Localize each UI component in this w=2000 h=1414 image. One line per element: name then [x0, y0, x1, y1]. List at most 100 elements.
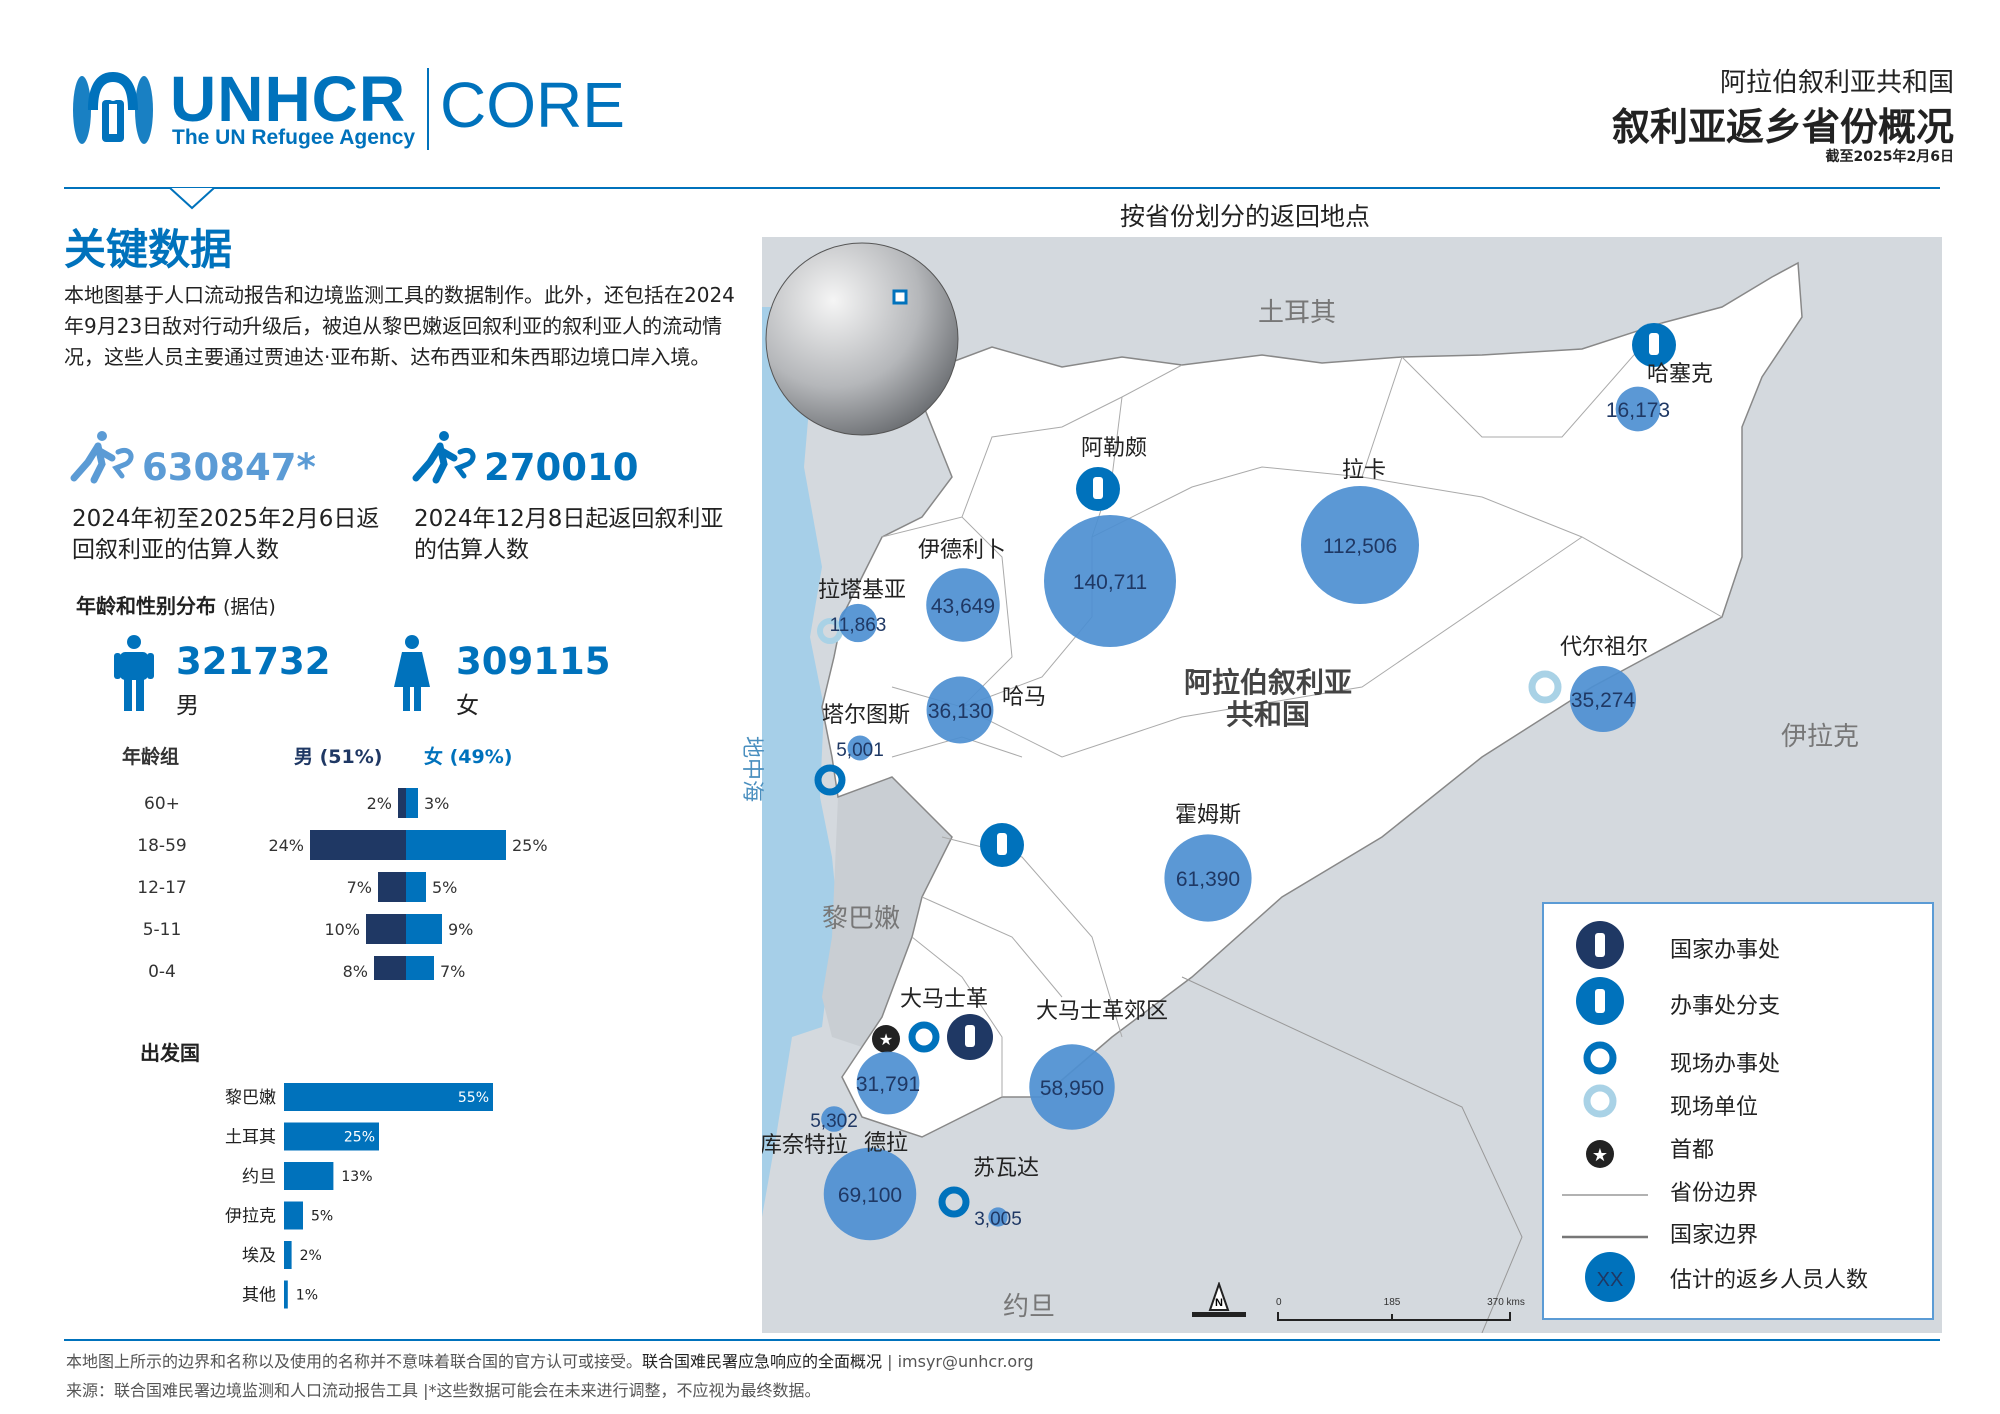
bubble-value-label: 61,390: [1176, 868, 1240, 891]
label-syria-line1: 阿拉伯叙利亚: [1183, 666, 1352, 699]
province-name-label: 大马士革: [900, 987, 988, 1012]
province-name-label: 苏瓦达: [973, 1156, 1039, 1181]
lebanon-land: [822, 777, 952, 1047]
female-pct-label: 3%: [424, 794, 449, 813]
age-group-label: 12-17: [137, 878, 186, 898]
legend-returnee-bubble-icon: [1585, 1252, 1635, 1302]
male-bar: [310, 830, 406, 860]
bubble-value-label: 43,649: [931, 595, 995, 618]
female-icon: [394, 635, 430, 711]
footer-overview-link[interactable]: 联合国难民署应急响应的全面概况: [642, 1352, 883, 1371]
scale-label-185: 185: [1384, 1297, 1401, 1308]
legend-capital-glyph: ★: [1592, 1145, 1608, 1166]
female-pct-label: 5%: [432, 878, 457, 897]
legend-field-unit: 现场单位: [1670, 1095, 1759, 1120]
age-group-label: 60+: [144, 794, 180, 814]
footer-disclaimer: 本地图上所示的边界和名称以及使用的名称并不意味着联合国的官方认可或接受。联合国难…: [66, 1348, 1034, 1372]
returnee-bubble: [1300, 485, 1420, 605]
bubble-value-label: 16,173: [1606, 399, 1670, 422]
age-pyramid-chart: 60+ 2% 3% 18-59 24% 25% 12-17 7% 5% 5-11 10% 9% 0-4 8…: [137, 788, 548, 980]
origin-country-label: 约旦: [242, 1167, 276, 1187]
north-arrow-icon: N: [1192, 1282, 1246, 1317]
legend-sub-office-glyph: [1595, 989, 1605, 1013]
legend-province-border: 省份边界: [1670, 1181, 1759, 1206]
province-name-label: 德拉: [864, 1131, 908, 1156]
bubble-value-label: 5,001: [836, 740, 884, 761]
origin-bar: [284, 1241, 292, 1269]
footer-email[interactable]: | imsyr@unhcr.org: [882, 1352, 1034, 1371]
field-unit-deir-icon: [1528, 670, 1562, 704]
stat2-label: 2024年12月8日起返回叙利亚的估算人数: [414, 506, 724, 563]
syria-land: [821, 261, 1803, 1138]
origin-country-label: 埃及: [242, 1246, 276, 1266]
bubble-value-label: 31,791: [856, 1073, 920, 1096]
locator-globe: [765, 242, 959, 436]
legend-returnee-symbol: XX: [1597, 1269, 1624, 1291]
logo-subtitle: The UN Refugee Agency: [172, 126, 416, 149]
field-office-suwayda-icon: [938, 1186, 970, 1218]
bubble-value-label: 140,711: [1073, 571, 1147, 594]
returnee-bubble: [988, 1207, 1008, 1227]
age-group-header: 年龄组: [122, 746, 180, 768]
key-data-title: 关键数据: [64, 225, 233, 274]
bubble-value-label: 5,302: [810, 1111, 858, 1132]
label-jordan: 约旦: [1003, 1292, 1056, 1322]
female-bar: [406, 872, 426, 902]
stat1-label: 2024年初至2025年2月6日返回叙利亚的估算人数: [72, 506, 380, 563]
footer-disclaimer-text: 本地图上所示的边界和名称以及使用的名称并不意味着联合国的官方认可或接受。: [66, 1352, 643, 1371]
origin-pct-label: 55%: [458, 1090, 489, 1106]
province-name-label: 代尔祖尔: [1560, 635, 1648, 660]
origin-bar: [284, 1280, 288, 1309]
age-group-label: 0-4: [148, 962, 176, 980]
returnee-bubble: [856, 1051, 920, 1115]
bubble-value-label: 11,863: [830, 615, 887, 636]
province-name-label: 霍姆斯: [1175, 803, 1241, 828]
bubble-value-label: 69,100: [838, 1184, 902, 1207]
origin-bar: [284, 1162, 334, 1190]
male-pct-label: 2%: [367, 794, 392, 813]
male-value: 321732: [176, 640, 331, 683]
age-group-label: 5-11: [143, 920, 182, 940]
office-glyphs: [965, 333, 1659, 1047]
female-bar: [406, 788, 418, 818]
origin-country-label: 其他: [242, 1286, 276, 1306]
label-iraq: 伊拉克: [1781, 722, 1860, 752]
male-bar: [378, 872, 406, 902]
returnee-bubble: [1029, 1044, 1115, 1130]
male-bar: [398, 788, 406, 818]
male-pct-label: 8%: [343, 962, 368, 980]
origin-pct-label: 13%: [341, 1169, 372, 1185]
returnee-running-icon: [412, 431, 476, 484]
mediterranean-sea: [762, 307, 838, 1217]
globe-locator-box: [892, 289, 908, 305]
legend-sub-office: 办事处分支: [1670, 994, 1781, 1019]
origin-bar: [284, 1201, 303, 1230]
returnee-bubble: [1569, 665, 1637, 733]
origin-pct-label: 25%: [344, 1130, 375, 1146]
female-pct-label: 25%: [512, 836, 548, 855]
returnee-bubble: [1044, 515, 1176, 647]
header-date: 截至2025年2月6日: [1825, 149, 1954, 165]
origin-bar-chart: 黎巴嫩 55% 土耳其 25% 约旦 13% 伊拉克 5% 埃及 2% 其他 1%: [225, 1083, 493, 1309]
province-name-label: 拉卡: [1342, 458, 1386, 483]
field-office-damascus-icon: [908, 1021, 940, 1053]
origin-pct-label: 5%: [311, 1209, 333, 1225]
legend-national-border: 国家边界: [1670, 1223, 1759, 1248]
female-label: 女: [456, 693, 479, 719]
female-pct-label: 9%: [448, 920, 473, 939]
returnee-bubble: [926, 568, 1000, 642]
origin-country-label: 伊拉克: [225, 1207, 276, 1227]
province-name-label: 拉塔基亚: [818, 578, 906, 603]
legend-field-unit-icon: [1583, 1084, 1617, 1118]
female-bar: [406, 956, 434, 980]
male-bar: [374, 956, 406, 980]
capital-star-icon: [872, 1025, 900, 1053]
returnee-walking-icon: [70, 431, 134, 484]
header-notch-icon: [169, 187, 215, 210]
map-title: 按省份划分的返回地点: [1120, 202, 1371, 231]
origin-bar: [284, 1083, 493, 1111]
origin-bar: [284, 1122, 379, 1151]
stat2-value: 270010: [484, 446, 639, 489]
legend-country-office: 国家办事处: [1670, 938, 1781, 963]
province-name-label: 哈塞克: [1647, 362, 1713, 387]
